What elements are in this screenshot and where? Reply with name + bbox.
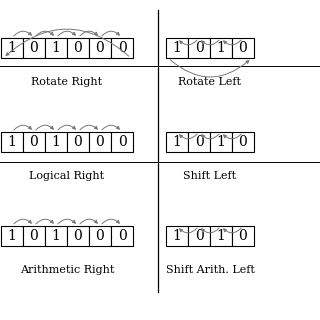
Bar bbox=[232, 132, 254, 152]
Bar bbox=[232, 38, 254, 58]
Bar bbox=[188, 38, 210, 58]
Text: 1: 1 bbox=[52, 135, 60, 149]
Bar bbox=[111, 132, 133, 152]
Bar bbox=[111, 226, 133, 246]
Bar bbox=[45, 132, 67, 152]
Text: 1: 1 bbox=[217, 135, 225, 149]
Text: 1: 1 bbox=[172, 229, 181, 243]
Text: 1: 1 bbox=[52, 41, 60, 55]
Bar bbox=[210, 226, 232, 246]
Text: 0: 0 bbox=[239, 41, 247, 55]
Text: 0: 0 bbox=[74, 229, 82, 243]
Text: 0: 0 bbox=[239, 135, 247, 149]
Bar bbox=[89, 226, 111, 246]
Text: 1: 1 bbox=[217, 41, 225, 55]
Text: Logical Right: Logical Right bbox=[29, 171, 105, 181]
Text: 0: 0 bbox=[118, 229, 126, 243]
Bar bbox=[1, 132, 23, 152]
Bar bbox=[45, 226, 67, 246]
Bar bbox=[67, 38, 89, 58]
Bar bbox=[89, 132, 111, 152]
Bar bbox=[1, 226, 23, 246]
Bar bbox=[166, 38, 188, 58]
Bar bbox=[23, 132, 45, 152]
Text: Rotate Right: Rotate Right bbox=[31, 77, 103, 87]
Text: Arithmetic Right: Arithmetic Right bbox=[20, 265, 114, 275]
Text: 1: 1 bbox=[8, 229, 16, 243]
Text: 0: 0 bbox=[239, 229, 247, 243]
Bar bbox=[23, 38, 45, 58]
Text: 0: 0 bbox=[96, 41, 104, 55]
Text: Shift Left: Shift Left bbox=[183, 171, 236, 181]
Text: 1: 1 bbox=[172, 41, 181, 55]
Bar bbox=[111, 38, 133, 58]
Bar bbox=[1, 38, 23, 58]
Text: 0: 0 bbox=[96, 229, 104, 243]
Bar bbox=[166, 132, 188, 152]
Bar bbox=[89, 38, 111, 58]
Text: 0: 0 bbox=[195, 229, 204, 243]
Text: 0: 0 bbox=[118, 41, 126, 55]
Text: 0: 0 bbox=[30, 135, 38, 149]
Text: 1: 1 bbox=[172, 135, 181, 149]
Text: 0: 0 bbox=[96, 135, 104, 149]
Text: Shift Arith. Left: Shift Arith. Left bbox=[165, 265, 254, 275]
Bar bbox=[45, 38, 67, 58]
Text: 0: 0 bbox=[74, 41, 82, 55]
Text: 0: 0 bbox=[195, 135, 204, 149]
Text: Rotate Left: Rotate Left bbox=[179, 77, 242, 87]
Bar bbox=[23, 226, 45, 246]
Bar bbox=[188, 132, 210, 152]
Text: 1: 1 bbox=[52, 229, 60, 243]
Text: 1: 1 bbox=[8, 135, 16, 149]
Text: 0: 0 bbox=[74, 135, 82, 149]
Text: 1: 1 bbox=[8, 41, 16, 55]
Text: 0: 0 bbox=[30, 41, 38, 55]
Bar bbox=[188, 226, 210, 246]
Bar bbox=[210, 132, 232, 152]
Text: 0: 0 bbox=[195, 41, 204, 55]
Bar bbox=[67, 132, 89, 152]
Text: 1: 1 bbox=[217, 229, 225, 243]
Bar bbox=[67, 226, 89, 246]
Bar bbox=[166, 226, 188, 246]
Text: 0: 0 bbox=[30, 229, 38, 243]
Bar bbox=[210, 38, 232, 58]
Text: 0: 0 bbox=[118, 135, 126, 149]
Bar bbox=[232, 226, 254, 246]
